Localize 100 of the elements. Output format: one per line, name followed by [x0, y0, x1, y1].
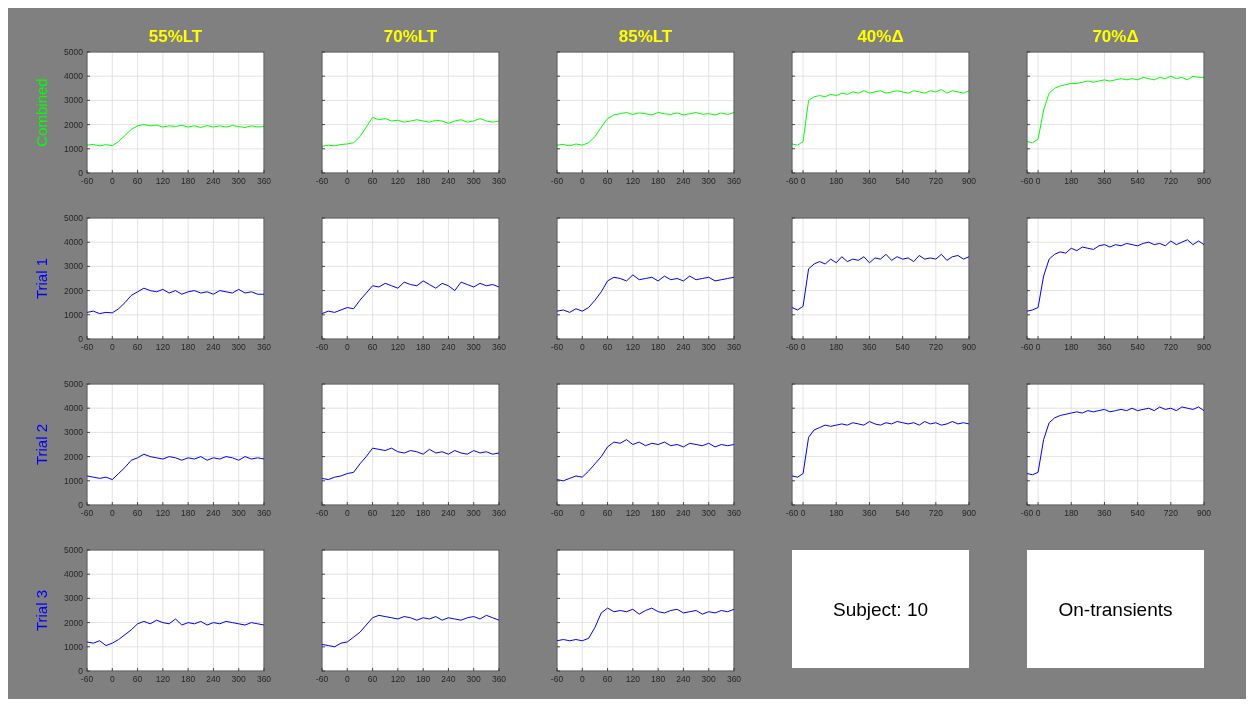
x-tick-label: 360 — [491, 176, 507, 186]
x-tick-label: 0 — [109, 674, 115, 684]
y-tick-label: 5000 — [64, 379, 84, 389]
x-tick-label: 720 — [1163, 508, 1179, 518]
x-tick-label: 540 — [1130, 176, 1145, 186]
x-tick-label: -60 — [785, 342, 799, 352]
x-tick-label: -60 — [550, 508, 564, 518]
x-tick-label: 240 — [676, 674, 691, 684]
chart-title: 85%LT — [618, 27, 673, 46]
x-tick-label: 0 — [344, 508, 350, 518]
x-tick-label: 60 — [367, 342, 378, 352]
x-tick-label: -60 — [80, 176, 94, 186]
x-tick-label: 240 — [206, 176, 221, 186]
x-tick-label: -60 — [315, 674, 329, 684]
x-tick-label: 0 — [800, 342, 806, 352]
x-tick-label: 360 — [862, 176, 877, 186]
x-tick-label: 540 — [1130, 508, 1145, 518]
x-tick-label: -60 — [550, 674, 564, 684]
y-tick-label: 1000 — [64, 309, 84, 320]
x-tick-label: 360 — [256, 342, 272, 352]
x-tick-label: 240 — [676, 342, 691, 352]
x-tick-label: 540 — [1130, 342, 1145, 352]
x-tick-label: 900 — [1196, 176, 1212, 186]
x-tick-label: 180 — [651, 342, 666, 352]
x-tick-label: 300 — [701, 342, 717, 352]
x-tick-label: 120 — [155, 508, 171, 518]
x-tick-label: 0 — [109, 342, 115, 352]
x-tick-label: 360 — [726, 674, 742, 684]
x-tick-label: -60 — [550, 176, 564, 186]
x-tick-label: 300 — [231, 176, 247, 186]
x-tick-label: 60 — [132, 508, 143, 518]
x-tick-label: 0 — [1035, 176, 1041, 186]
x-tick-label: 900 — [961, 176, 977, 186]
y-tick-label: 1000 — [64, 143, 84, 154]
x-tick-label: 240 — [441, 342, 456, 352]
y-tick-label: 5000 — [64, 47, 84, 57]
x-tick-label: 720 — [928, 176, 944, 186]
x-tick-label: 0 — [800, 176, 806, 186]
y-tick-label: 3000 — [64, 95, 84, 106]
x-tick-label: 180 — [829, 176, 844, 186]
y-tick-label: 0 — [78, 168, 84, 178]
y-axis-title: Trial 1 — [33, 257, 50, 300]
x-tick-label: 180 — [416, 342, 431, 352]
x-tick-label: 360 — [726, 176, 742, 186]
x-tick-label: 360 — [491, 508, 507, 518]
x-tick-label: 240 — [676, 176, 691, 186]
x-tick-label: 240 — [676, 508, 691, 518]
chart-title: 40%Δ — [857, 27, 904, 46]
x-tick-label: 60 — [132, 674, 143, 684]
x-tick-label: 720 — [928, 342, 944, 352]
y-tick-label: 3000 — [64, 427, 84, 438]
x-tick-label: 60 — [602, 176, 613, 186]
x-tick-label: 360 — [862, 508, 877, 518]
x-tick-label: 180 — [1064, 342, 1079, 352]
x-tick-label: 60 — [367, 508, 378, 518]
x-tick-label: 120 — [155, 342, 171, 352]
y-tick-label: 3000 — [64, 593, 84, 604]
x-tick-label: 300 — [701, 674, 717, 684]
y-tick-label: 5000 — [64, 545, 84, 555]
x-tick-label: 120 — [625, 674, 641, 684]
x-tick-label: -60 — [785, 508, 799, 518]
y-tick-label: 2000 — [64, 617, 84, 628]
x-tick-label: 360 — [1097, 508, 1112, 518]
x-tick-label: 900 — [1196, 342, 1212, 352]
x-tick-label: 180 — [1064, 508, 1079, 518]
x-tick-label: 540 — [895, 508, 910, 518]
x-tick-label: 120 — [625, 176, 641, 186]
x-tick-label: 360 — [726, 342, 742, 352]
x-tick-label: 540 — [895, 342, 910, 352]
x-tick-label: 360 — [862, 342, 877, 352]
x-tick-label: 360 — [491, 342, 507, 352]
y-tick-label: 2000 — [64, 285, 84, 296]
x-tick-label: 300 — [466, 674, 482, 684]
y-axis-title: Combined — [33, 78, 50, 147]
x-tick-label: 0 — [579, 508, 585, 518]
y-tick-label: 3000 — [64, 261, 84, 272]
x-tick-label: 360 — [1097, 176, 1112, 186]
x-tick-label: 60 — [602, 674, 613, 684]
x-tick-label: 0 — [800, 508, 806, 518]
x-tick-label: -60 — [1020, 176, 1034, 186]
y-axis-title: Trial 2 — [33, 423, 50, 466]
x-tick-label: -60 — [80, 508, 94, 518]
x-tick-label: -60 — [80, 342, 94, 352]
line-series — [86, 287, 265, 315]
x-tick-label: 240 — [441, 508, 456, 518]
x-tick-label: 0 — [109, 176, 115, 186]
x-tick-label: 900 — [961, 342, 977, 352]
y-axis-title: Trial 3 — [33, 589, 50, 632]
x-tick-label: 300 — [231, 342, 247, 352]
y-tick-label: 2000 — [64, 119, 84, 130]
y-tick-label: 0 — [78, 666, 84, 676]
x-tick-label: 360 — [256, 508, 272, 518]
x-tick-label: 300 — [466, 176, 482, 186]
x-tick-label: 0 — [579, 342, 585, 352]
x-tick-label: 0 — [579, 176, 585, 186]
x-tick-label: 60 — [367, 674, 378, 684]
x-tick-label: 360 — [256, 176, 272, 186]
x-tick-label: 540 — [895, 176, 910, 186]
x-tick-label: 0 — [109, 508, 115, 518]
x-tick-label: 0 — [344, 176, 350, 186]
